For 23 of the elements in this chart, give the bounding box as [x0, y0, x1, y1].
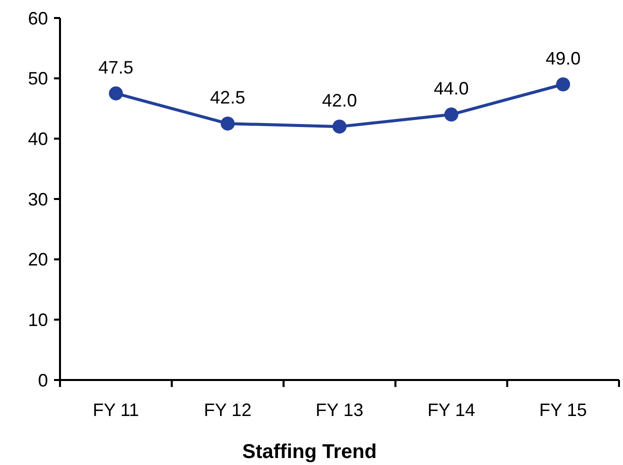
text: 44.0 — [434, 78, 469, 99]
y-tick-label: 20 — [28, 250, 48, 270]
x-tick-label: FY 11 — [92, 400, 140, 420]
text: 49.0 — [546, 48, 581, 68]
y-tick-label: 30 — [28, 189, 48, 210]
point — [444, 108, 458, 122]
text: 47.5 — [98, 57, 134, 78]
y-tick-label: 0 — [38, 370, 48, 390]
x-tick-label: FY 13 — [316, 400, 364, 420]
y-tick-label: 10 — [28, 310, 48, 330]
point — [108, 86, 123, 100]
y-tick-label: 60 — [28, 8, 48, 28]
text: 42.5 — [210, 88, 246, 108]
text: 42.0 — [322, 90, 358, 111]
y-tick-label: 40 — [28, 128, 48, 149]
x-tick-label: FY 12 — [204, 400, 252, 420]
x-tick-label: FY 14 — [427, 400, 476, 420]
point — [220, 116, 235, 131]
point — [332, 120, 346, 134]
point — [556, 77, 570, 92]
y-tick-label: 50 — [28, 68, 48, 89]
x-axis-title: Staffing Trend — [242, 441, 377, 463]
x-tick-label: FY 15 — [539, 400, 587, 420]
